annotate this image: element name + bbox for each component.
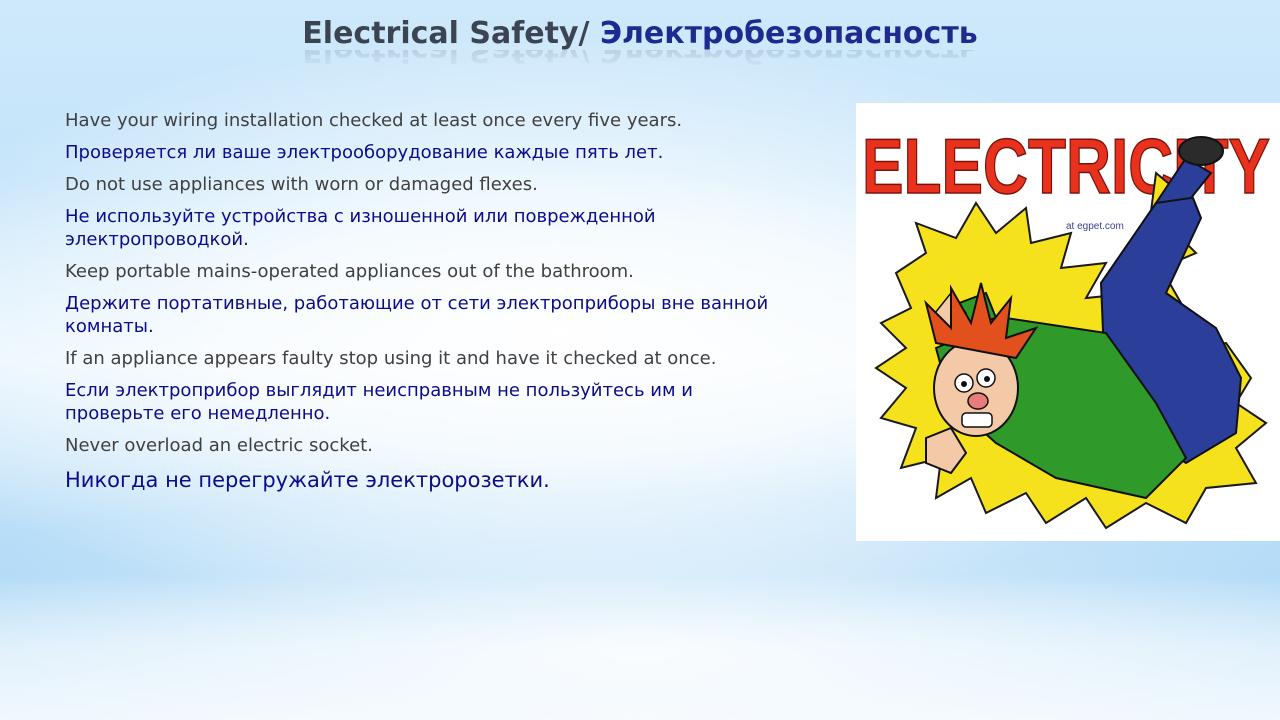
tip-ru-2: Не используйте устройства с изношенной и… <box>65 206 656 250</box>
tip-ru-1: Проверяется ли ваше электрооборудование … <box>65 142 664 163</box>
tip-ru-3: Держите портативные, работающие от сети … <box>65 293 769 337</box>
tip-en-5: Never overload an electric socket. <box>65 435 373 456</box>
character-head <box>924 282 1039 437</box>
tip-en-2: Do not use appliances with worn or damag… <box>65 174 538 195</box>
safety-tips-list: Have your wiring installation checked at… <box>65 109 785 503</box>
tip-en-4: If an appliance appears faulty stop usin… <box>65 348 717 369</box>
tip-ru-5: Никогда не перегружайте электророзетки. <box>65 468 550 492</box>
title-english: Electrical Safety/ <box>302 16 590 51</box>
hand-shape <box>925 426 968 475</box>
tip-ru-4: Если электроприбор выглядит неисправным … <box>65 380 693 424</box>
electricity-illustration: ELECTRICITY at egpet.com <box>856 103 1280 541</box>
website-caption: at egpet.com <box>1066 221 1124 232</box>
electricity-word: ELECTRICITY <box>862 122 1270 210</box>
tip-en-1: Have your wiring installation checked at… <box>65 110 683 131</box>
tip-en-3: Keep portable mains-operated appliances … <box>65 261 634 282</box>
slide-title: Electrical Safety/ Электробезопасность <box>0 12 1280 56</box>
title-russian: Электробезопасность <box>599 16 978 51</box>
title-reflection: Electrical Safety/ Электробезопасность <box>302 50 978 68</box>
